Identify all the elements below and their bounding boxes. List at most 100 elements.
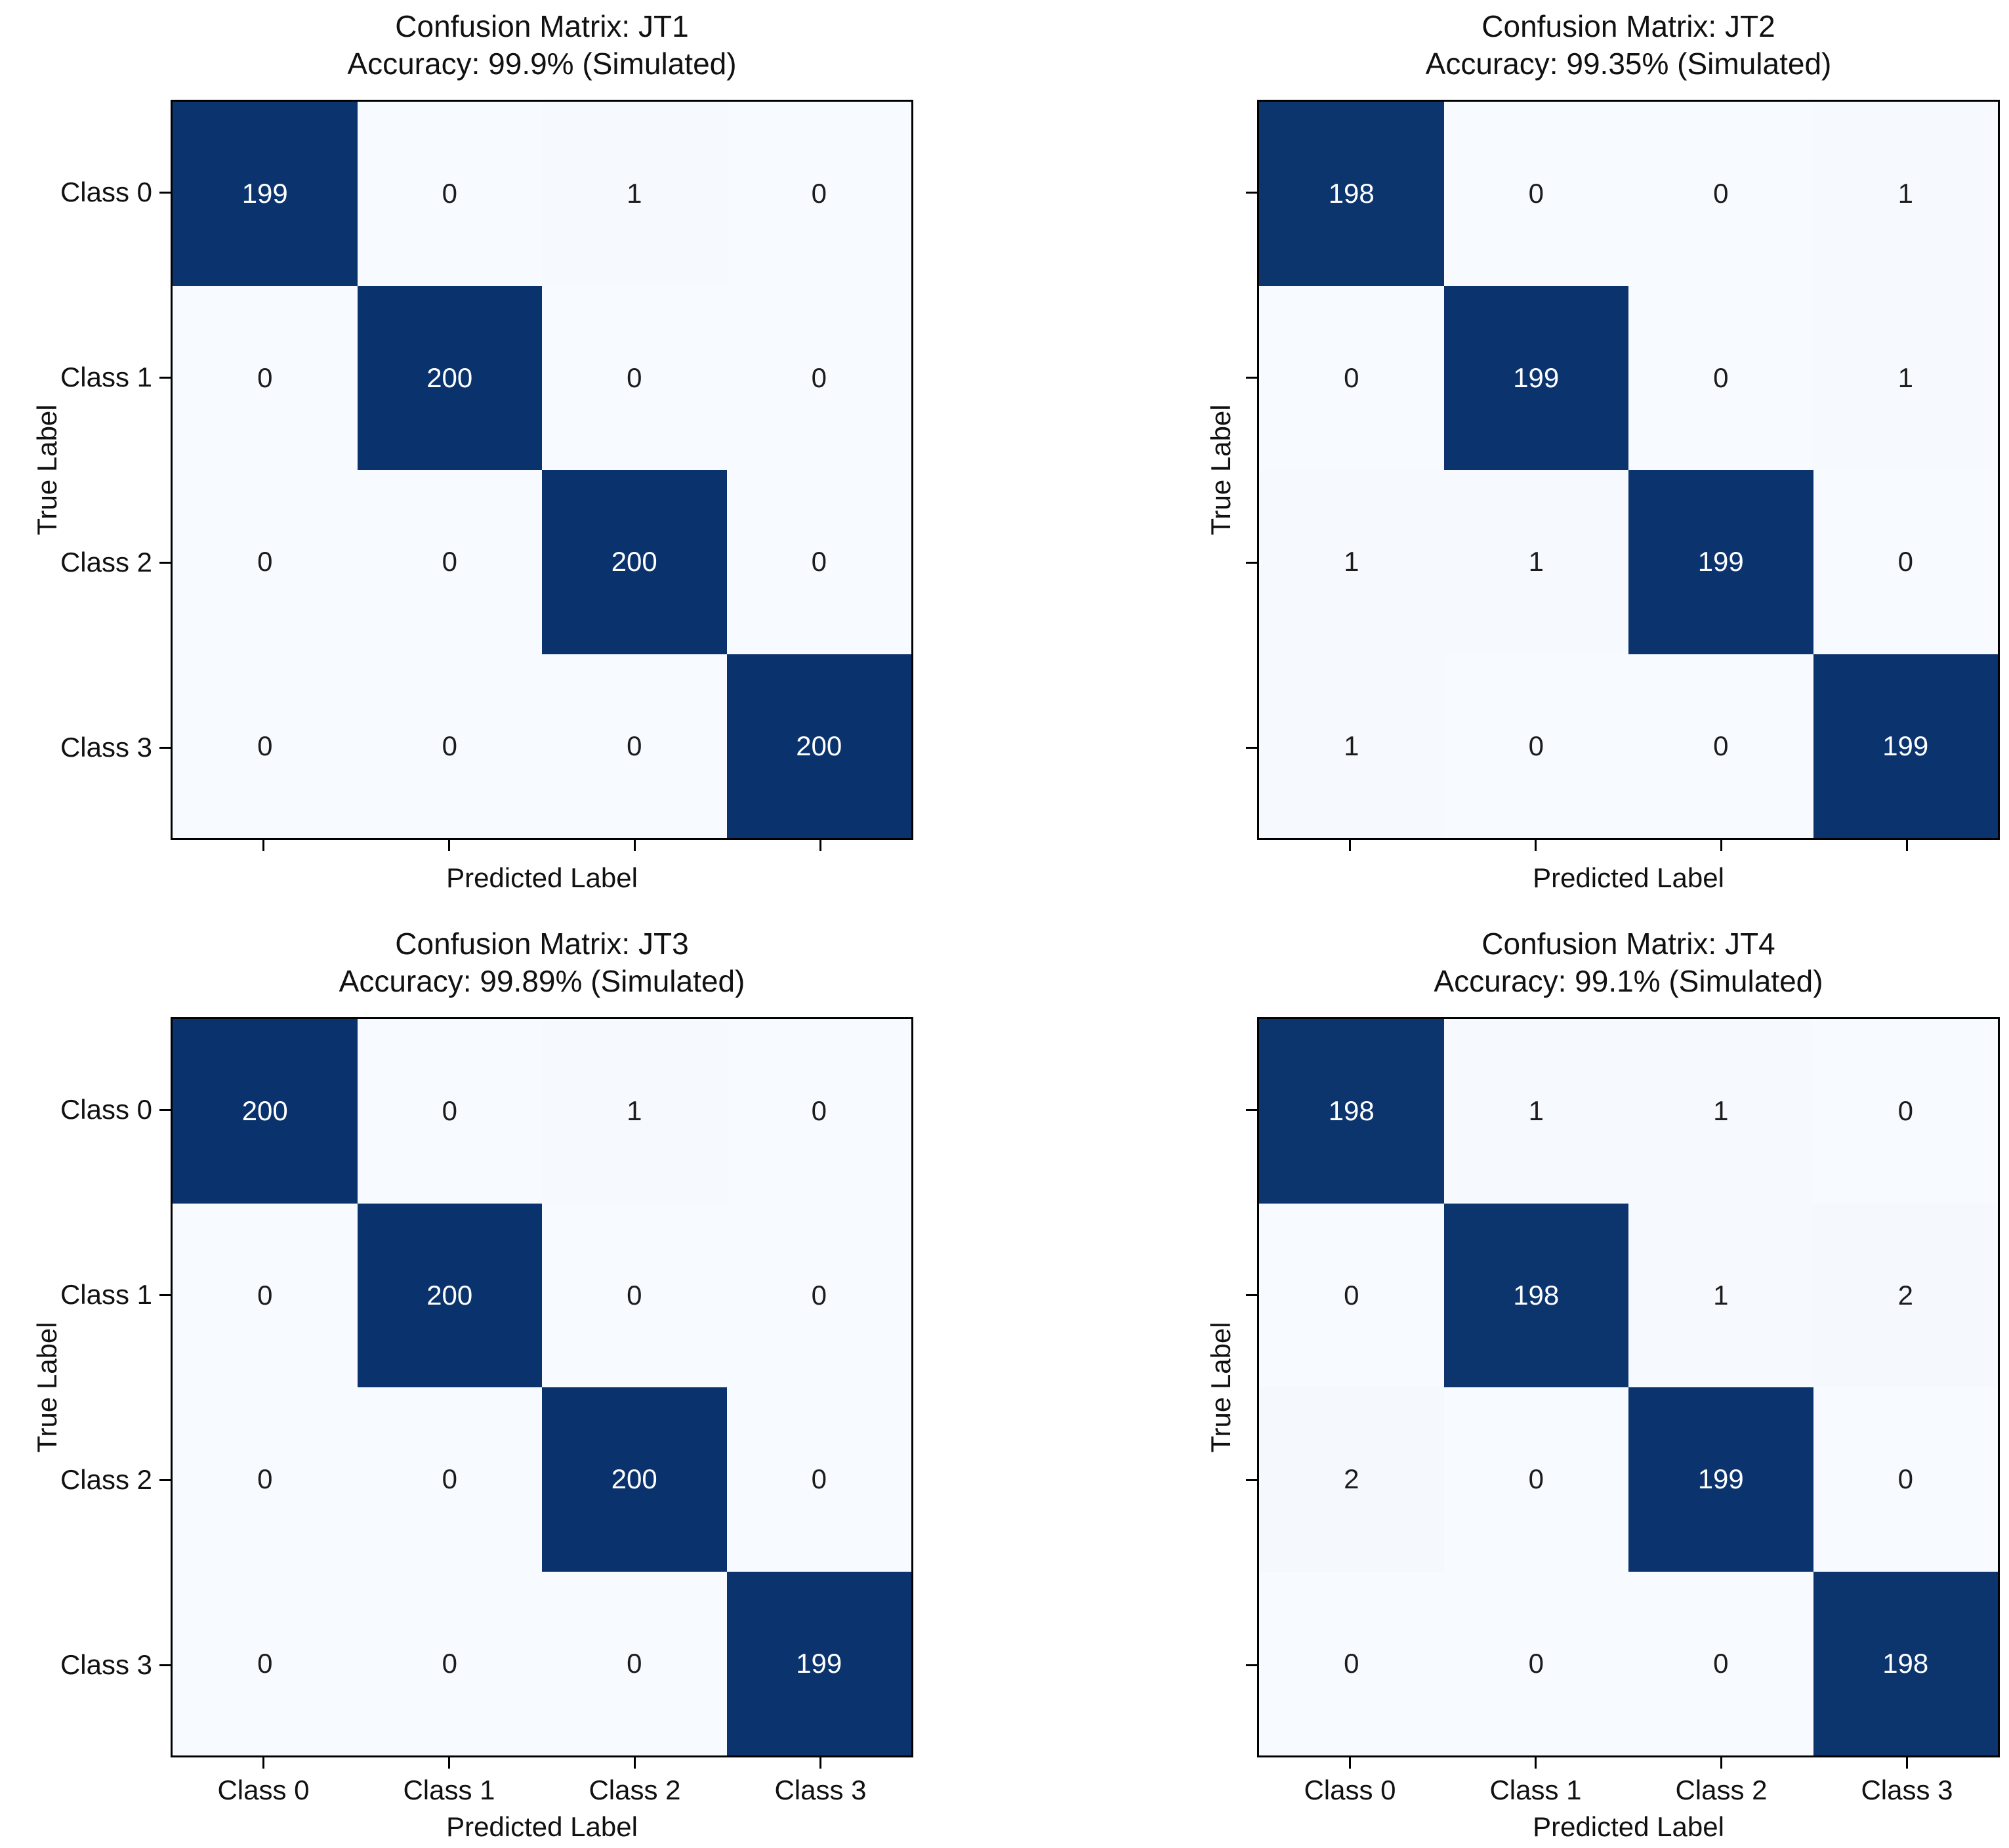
- heatmap-cell: 0: [1443, 654, 1628, 838]
- heatmap-cell: 1: [1813, 102, 1998, 286]
- y-tick-mark: [159, 1664, 171, 1666]
- panel-title-line2: Accuracy: 99.9% (Simulated): [347, 47, 737, 81]
- heatmap-cell: 0: [1443, 102, 1628, 286]
- heatmap-cell: 200: [542, 1387, 727, 1572]
- x-tick-mark: [1349, 840, 1351, 851]
- y-tick-mark: [159, 1108, 171, 1111]
- heatmap-cell: 1: [1259, 470, 1444, 654]
- x-tick-mark: [448, 840, 450, 851]
- heatmap-cell: 0: [1259, 285, 1444, 470]
- panel-title: Confusion Matrix: JT1 Accuracy: 99.9% (S…: [171, 8, 913, 83]
- heatmap-axes: 199 0 1 0 0 200 0 0 0 0 200 0 0 0 0 200: [171, 100, 913, 840]
- heatmap-cell: 0: [173, 1571, 358, 1755]
- y-axis-label: True Label: [31, 1322, 62, 1453]
- x-tick-mark: [634, 840, 636, 851]
- heatmap-cell: 0: [173, 1387, 358, 1572]
- y-axis-label: True Label: [1205, 404, 1236, 536]
- heatmap-cell: 1: [1813, 285, 1998, 470]
- heatmap-cell: 0: [1259, 1571, 1444, 1755]
- heatmap-axes: 200 0 1 0 0 200 0 0 0 0 200 0 0 0 0 199: [171, 1017, 913, 1757]
- y-tick-label: Class 1: [60, 1279, 152, 1310]
- heatmap-cell: 0: [1813, 470, 1998, 654]
- panel-title: Confusion Matrix: JT3 Accuracy: 99.89% (…: [171, 925, 913, 1000]
- x-tick-label: Class 3: [1861, 1774, 1953, 1805]
- heatmap-cell: 0: [173, 654, 358, 838]
- heatmap-cell: 2: [1259, 1387, 1444, 1572]
- x-axis-label: Predicted Label: [446, 862, 638, 893]
- x-tick-mark: [819, 840, 821, 851]
- panel-title-line1: Confusion Matrix: JT3: [395, 927, 689, 961]
- heatmap-cell: 2: [1813, 1203, 1998, 1387]
- x-tick-mark: [1349, 1757, 1351, 1769]
- y-tick-mark: [1246, 191, 1257, 194]
- y-tick-label: Class 3: [60, 732, 152, 763]
- heatmap-cell: 198: [1259, 102, 1444, 286]
- heatmap-axes: 198 1 1 0 0 198 1 2 2 0 199 0 0 0 0 198: [1257, 1017, 2000, 1757]
- heatmap-cell: 0: [542, 654, 727, 838]
- x-tick-mark: [448, 1757, 450, 1769]
- heatmap-cell: 199: [1813, 654, 1998, 838]
- heatmap-cell: 0: [357, 1019, 542, 1204]
- panel-title-line2: Accuracy: 99.89% (Simulated): [339, 964, 745, 998]
- y-tick-label: Class 1: [60, 362, 152, 392]
- y-tick-mark: [1246, 1108, 1257, 1111]
- y-tick-mark: [159, 1479, 171, 1481]
- heatmap-cell: 0: [726, 470, 911, 654]
- panel-jt3: Confusion Matrix: JT3 Accuracy: 99.89% (…: [0, 924, 1004, 1848]
- heatmap-cell: 198: [1813, 1571, 1998, 1755]
- x-tick-mark: [1720, 840, 1722, 851]
- heatmap-cell: 200: [357, 1203, 542, 1387]
- panel-title: Confusion Matrix: JT2 Accuracy: 99.35% (…: [1257, 8, 2000, 83]
- panel-jt4: Confusion Matrix: JT4 Accuracy: 99.1% (S…: [1004, 924, 2009, 1848]
- y-tick-mark: [1246, 746, 1257, 749]
- y-tick-label: Class 3: [60, 1649, 152, 1680]
- panel-title-line1: Confusion Matrix: JT2: [1481, 9, 1775, 43]
- heatmap-axes: 198 0 0 1 0 199 0 1 1 1 199 0 1 0 0 199: [1257, 100, 2000, 840]
- heatmap-cell: 0: [726, 1203, 911, 1387]
- y-tick-mark: [1246, 376, 1257, 379]
- x-tick-label: Class 0: [1304, 1774, 1396, 1805]
- heatmap-cell: 0: [173, 1203, 358, 1387]
- heatmap-cell: 0: [542, 285, 727, 470]
- x-tick-mark: [1535, 840, 1537, 851]
- panel-title-line2: Accuracy: 99.35% (Simulated): [1425, 47, 1832, 81]
- y-tick-mark: [159, 1293, 171, 1296]
- heatmap-cell: 198: [1443, 1203, 1628, 1387]
- heatmap-cell: 0: [726, 1019, 911, 1204]
- y-tick-mark: [1246, 1479, 1257, 1481]
- y-tick-mark: [159, 561, 171, 564]
- heatmap-cell: 0: [726, 102, 911, 286]
- heatmap-cell: 0: [1628, 654, 1813, 838]
- x-tick-mark: [1720, 1757, 1722, 1769]
- x-tick-label: Class 3: [774, 1774, 867, 1805]
- x-tick-mark: [1535, 1757, 1537, 1769]
- y-axis-label: True Label: [31, 404, 62, 536]
- heatmap-cell: 0: [357, 1571, 542, 1755]
- heatmap-cell: 199: [726, 1571, 911, 1755]
- y-tick-mark: [1246, 1664, 1257, 1666]
- heatmap-cell: 0: [173, 285, 358, 470]
- x-tick-label: Class 2: [1675, 1774, 1768, 1805]
- y-tick-label: Class 2: [60, 1464, 152, 1495]
- x-tick-label: Class 1: [1489, 1774, 1582, 1805]
- x-tick-mark: [634, 1757, 636, 1769]
- heatmap-cell: 0: [1628, 285, 1813, 470]
- heatmap-cell: 1: [1443, 470, 1628, 654]
- heatmap-cell: 200: [542, 470, 727, 654]
- heatmap-cell: 0: [357, 470, 542, 654]
- panel-title-line2: Accuracy: 99.1% (Simulated): [1434, 964, 1823, 998]
- y-tick-label: Class 0: [60, 177, 152, 207]
- y-tick-mark: [159, 746, 171, 749]
- panel-jt1: Confusion Matrix: JT1 Accuracy: 99.9% (S…: [0, 0, 1004, 924]
- y-tick-mark: [159, 191, 171, 194]
- x-tick-label: Class 1: [403, 1774, 495, 1805]
- heatmap-cell: 0: [357, 102, 542, 286]
- heatmap-cell: 1: [1628, 1019, 1813, 1204]
- heatmap-cell: 0: [357, 1387, 542, 1572]
- heatmap-cell: 199: [173, 102, 358, 286]
- heatmap-cell: 1: [542, 1019, 727, 1204]
- panel-jt2: Confusion Matrix: JT2 Accuracy: 99.35% (…: [1004, 0, 2009, 924]
- y-tick-label: Class 0: [60, 1094, 152, 1125]
- heatmap-cell: 199: [1628, 1387, 1813, 1572]
